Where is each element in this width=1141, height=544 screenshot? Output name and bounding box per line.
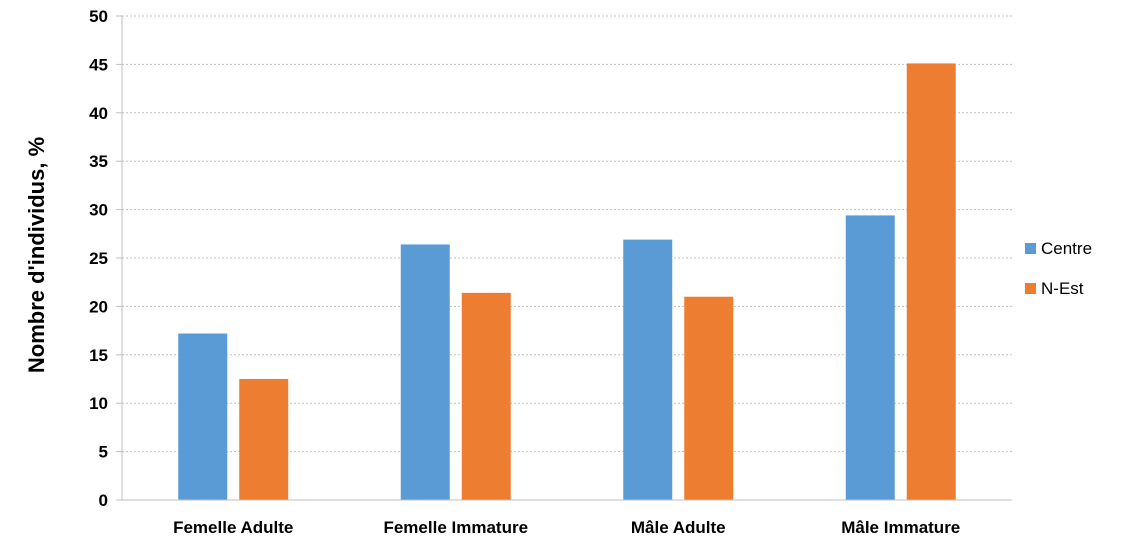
bars xyxy=(178,63,956,500)
y-tick-label: 45 xyxy=(89,55,108,74)
y-axis-title: Nombre d'individus, % xyxy=(24,137,49,373)
y-tick-labels: 0 5 10 15 20 25 30 35 40 45 50 xyxy=(89,7,108,510)
legend-label: N-Est xyxy=(1041,279,1084,298)
bar-n-est-2 xyxy=(684,296,734,500)
bar-n-est-0 xyxy=(239,379,289,500)
y-tick-label: 50 xyxy=(89,7,108,26)
bar-n-est-1 xyxy=(461,292,511,500)
y-tick-label: 25 xyxy=(89,249,108,268)
y-tick-label: 0 xyxy=(99,491,108,510)
x-category-label: Femelle Adulte xyxy=(173,518,293,537)
y-tick-label: 10 xyxy=(89,394,108,413)
y-tick-label: 5 xyxy=(99,443,108,462)
legend: Centre N-Est xyxy=(1025,239,1092,298)
x-category-label: Mâle Adulte xyxy=(631,518,726,537)
y-tick-label: 40 xyxy=(89,104,108,123)
bar-centre-2 xyxy=(623,239,673,500)
x-category-labels: Femelle Adulte Femelle Immature Mâle Adult… xyxy=(173,518,960,537)
y-tick-label: 30 xyxy=(89,201,108,220)
legend-swatch-n-est xyxy=(1025,283,1036,294)
y-tick-label: 35 xyxy=(89,152,108,171)
bar-centre-3 xyxy=(845,215,895,500)
bar-centre-0 xyxy=(178,333,228,500)
x-category-label: Femelle Immature xyxy=(383,518,528,537)
y-tick-label: 15 xyxy=(89,346,108,365)
legend-swatch-centre xyxy=(1025,243,1036,254)
legend-label: Centre xyxy=(1041,239,1092,258)
axes xyxy=(116,15,1012,501)
bar-centre-1 xyxy=(400,244,450,500)
bar-n-est-3 xyxy=(906,63,956,500)
y-tick-label: 20 xyxy=(89,297,108,316)
x-category-label: Mâle Immature xyxy=(841,518,960,537)
